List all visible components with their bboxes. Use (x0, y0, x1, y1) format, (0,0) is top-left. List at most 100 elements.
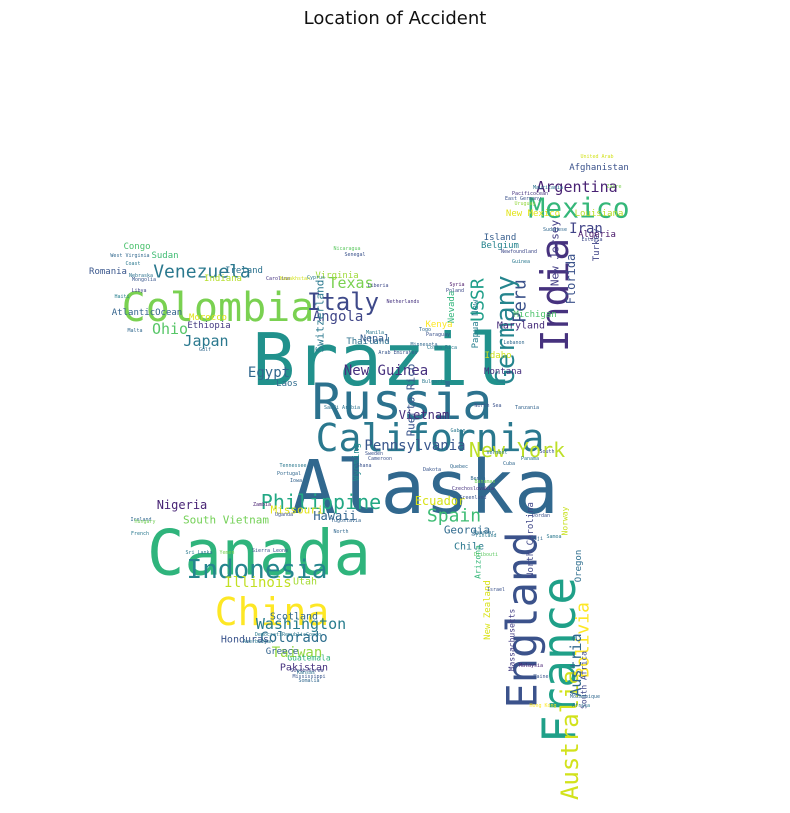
word-argentina: Argentina (536, 178, 617, 196)
word-dakota: Dakota (423, 467, 441, 473)
word-guatemala: Guatemala (287, 654, 331, 663)
word-israel: Israel (487, 587, 505, 593)
word-spain: Spain (427, 506, 481, 527)
word-mauritania: Mauritania (533, 185, 563, 191)
word-japan: Japan (183, 332, 228, 350)
word-south: South (539, 449, 554, 455)
word-estonia: Estonia (581, 237, 602, 243)
word-wyoming: Wyoming (352, 443, 362, 481)
word-sudanese: Sudanese (543, 227, 567, 233)
word-netherlands: Netherlands (386, 299, 419, 305)
word-north-sea: North Sea (474, 403, 501, 409)
word-hong-kong: Hong Kong (529, 703, 556, 709)
word-indonesia: Indonesia (187, 555, 328, 585)
word-england: England (498, 531, 547, 708)
word-pakistan: Pakistan (280, 663, 328, 674)
word-bolivia: Bolivia (573, 602, 594, 678)
word-missouri: Missouri (271, 504, 324, 517)
word-zambia: Zambia (253, 502, 271, 508)
word-gulf: Gulf (199, 347, 211, 353)
word-ireland: Ireland (225, 266, 263, 276)
word-portugal: Portugal (277, 471, 301, 477)
word-bulgaria: Bulgaria (422, 379, 446, 385)
word-australia: Australia (556, 670, 584, 800)
word-uganda: Uganda (275, 512, 293, 518)
word-algeria: Algeria (578, 230, 616, 240)
word-zaire: Zaire (606, 184, 621, 190)
word-louisiana: Louisiana (575, 209, 624, 219)
word-romania: Romania (89, 267, 127, 277)
word-new-jersey: New Jersey (549, 220, 562, 287)
word-azerbaijan: Azerbaijan (243, 639, 273, 645)
word-jordan: Jordan (532, 513, 550, 519)
word-yemen: Yemen (219, 550, 234, 556)
word-east-germany: East Germany (505, 196, 541, 202)
word-czechoslovakia: Czechoslovakia (452, 486, 494, 492)
word-italy: Italy (307, 288, 379, 316)
word-mozambique: Mozambique (570, 694, 600, 700)
word-uruguay: Uruguay (514, 201, 535, 207)
word-mississippi: Mississippi (292, 674, 325, 680)
word-djibouti: Djibouti (474, 552, 498, 558)
word-honduras: Honduras (221, 635, 269, 646)
word-west-virginia: West Virginia (110, 253, 149, 259)
word-new-mexico: New Mexico (506, 209, 560, 219)
word-iowa: Iowa (290, 478, 302, 484)
word-nebraska: Nebraska (129, 273, 153, 279)
word-ohio: Ohio (152, 320, 188, 338)
word-cyprus: Cyprus (307, 275, 325, 281)
word-coast: Coast (125, 261, 140, 267)
word-mongolia: Mongolia (132, 277, 156, 283)
word-austria: Austria (567, 633, 585, 696)
word-washington: Washington (256, 615, 346, 633)
chart-title: Location of Accident (303, 8, 487, 29)
word-texas: Texas (328, 274, 373, 292)
word-ghana: Ghana (356, 463, 371, 469)
word-mexico: Mexico (528, 192, 629, 225)
word-utah: Utah (293, 577, 317, 588)
word-scotland: Scotland (270, 612, 318, 623)
word-paraguay: Paraguay (426, 332, 450, 338)
word-chile: Chile (454, 542, 484, 553)
word-hungary: Hungary (134, 519, 155, 525)
word-malaysia: Malaysia (519, 663, 543, 669)
word-canada: Canada (147, 517, 371, 590)
word-island: Island (484, 233, 517, 243)
word-france: France (532, 577, 586, 743)
word-laos: Laos (276, 379, 298, 389)
word-cameroon: Cameroon (368, 456, 392, 462)
word-peru: Peru (510, 279, 531, 322)
word-syria: Syria (449, 282, 464, 288)
word-vermont: Vermont (486, 450, 507, 456)
word-benin: Benin (470, 476, 485, 482)
word-caroline: Caroline (266, 276, 290, 282)
word-hawaii: Hawaii (313, 509, 356, 523)
word-nevada: Nevada (447, 291, 457, 324)
word-quebec: Quebec (450, 464, 468, 470)
word-maine: Maine (533, 674, 548, 680)
word-sri-lanka: Sri Lanka (185, 550, 212, 556)
word-new-york: New York (469, 438, 565, 462)
word-kansas: Kansas (297, 670, 315, 676)
word-french: French (131, 531, 149, 537)
word-afghanistan: Afghanistan (569, 163, 629, 173)
word-colorado: Colorado (260, 630, 327, 646)
word-finland: Finland (475, 533, 496, 539)
word-massachusetts: Massachusetts (508, 609, 517, 672)
word-senegal: Senegal (344, 252, 365, 258)
word-south-africa: South Africa (580, 651, 589, 709)
word-malta: Malta (127, 328, 142, 334)
word-california: California (316, 416, 545, 460)
word-panama: Panama (521, 456, 539, 462)
word-new-guinea: New Guinea (344, 363, 428, 379)
word-india: India (533, 238, 577, 352)
word-germany: Germany (491, 275, 521, 385)
word-thailand: Thailand (346, 337, 389, 347)
word-tennessee: Tennessee (279, 463, 306, 469)
word-papua-new: Papua New (471, 299, 481, 348)
word-tanzania: Tanzania (515, 405, 539, 411)
word-taiwan: Taiwan (272, 645, 323, 661)
word-kazakhstan: Kazakhstan (280, 276, 310, 282)
word-nigeria: Nigeria (157, 498, 208, 512)
